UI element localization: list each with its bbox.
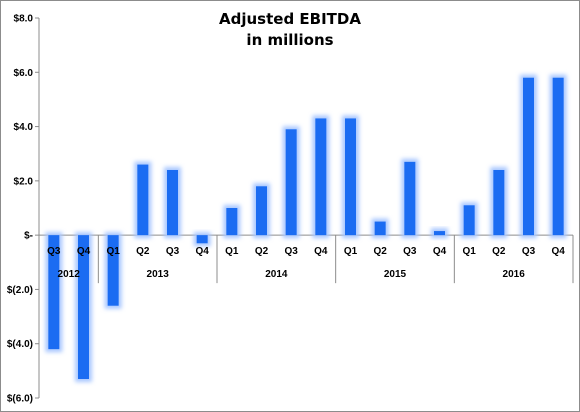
x-tick-label: Q4 xyxy=(77,246,91,257)
bar-rect xyxy=(196,235,208,244)
x-tick-label: Q1 xyxy=(225,246,239,257)
year-label: 2016 xyxy=(503,269,526,280)
bar-rect xyxy=(107,235,119,306)
x-tick-label: Q3 xyxy=(284,246,298,257)
bar-rect xyxy=(404,161,416,236)
y-tick-label: $- xyxy=(24,231,33,242)
x-tick-label: Q2 xyxy=(136,246,150,257)
y-tick-label: $6.0 xyxy=(14,68,34,79)
x-tick-label: Q3 xyxy=(166,246,180,257)
bar-rect xyxy=(48,235,60,350)
bar-rect xyxy=(463,205,475,236)
y-tick-label: $(6.0) xyxy=(7,394,33,405)
bar-rect xyxy=(552,77,564,236)
year-label: 2013 xyxy=(147,269,170,280)
bar-10 xyxy=(342,115,359,239)
bar-6 xyxy=(223,205,241,239)
bar-rect xyxy=(374,221,386,236)
bar-14 xyxy=(460,202,478,239)
y-tick-label: $(4.0) xyxy=(7,339,33,350)
bar-15 xyxy=(490,167,508,239)
x-tick-label: Q1 xyxy=(344,246,358,257)
bar-rect xyxy=(434,231,445,236)
bar-rect xyxy=(493,170,505,236)
y-tick-label: $2.0 xyxy=(14,176,34,187)
bar-12 xyxy=(401,158,419,239)
bar-13 xyxy=(431,228,448,239)
bar-1 xyxy=(75,232,92,382)
bar-rect xyxy=(345,118,356,236)
x-tick-label: Q1 xyxy=(462,246,476,257)
bar-rect xyxy=(256,186,267,236)
bar-rect xyxy=(226,208,238,236)
x-tick-label: Q4 xyxy=(195,246,209,257)
y-tick-label: $(2.0) xyxy=(7,285,33,296)
x-tick-label: Q2 xyxy=(492,246,506,257)
x-tick-label: Q4 xyxy=(551,246,565,257)
bar-11 xyxy=(371,218,389,239)
bar-16 xyxy=(520,74,537,239)
x-tick-label: Q3 xyxy=(522,246,536,257)
x-tick-label: Q2 xyxy=(373,246,387,257)
x-tick-label: Q4 xyxy=(433,246,447,257)
bar-rect xyxy=(285,129,297,236)
x-tick-label: Q4 xyxy=(314,246,328,257)
chart-subtitle: in millions xyxy=(246,31,334,49)
y-tick-label: $8.0 xyxy=(14,14,34,25)
bar-rect xyxy=(78,235,89,379)
chart-title-line1: Adjusted EBITDA xyxy=(219,10,361,28)
x-tick-label: Q1 xyxy=(106,246,120,257)
bar-rect xyxy=(137,164,149,236)
bar-rect xyxy=(167,170,178,236)
bar-rect xyxy=(523,77,534,236)
bar-17 xyxy=(549,74,567,239)
bar-8 xyxy=(282,126,300,239)
x-tick-label: Q2 xyxy=(255,246,269,257)
bar-3 xyxy=(134,161,152,239)
bar-9 xyxy=(312,115,330,239)
bar-5 xyxy=(193,232,211,247)
year-label: 2015 xyxy=(384,269,407,280)
bar-0 xyxy=(45,232,63,353)
chart-title: Adjusted EBITDA in millions xyxy=(1,9,579,51)
bar-4 xyxy=(164,167,181,239)
year-label: 2012 xyxy=(58,269,81,280)
bar-rect xyxy=(315,118,327,236)
x-tick-label: Q3 xyxy=(403,246,417,257)
x-tick-label: Q3 xyxy=(47,246,61,257)
bar-7 xyxy=(253,183,270,239)
y-tick-label: $4.0 xyxy=(14,122,34,133)
year-label: 2014 xyxy=(265,269,288,280)
bar-2 xyxy=(104,232,122,309)
